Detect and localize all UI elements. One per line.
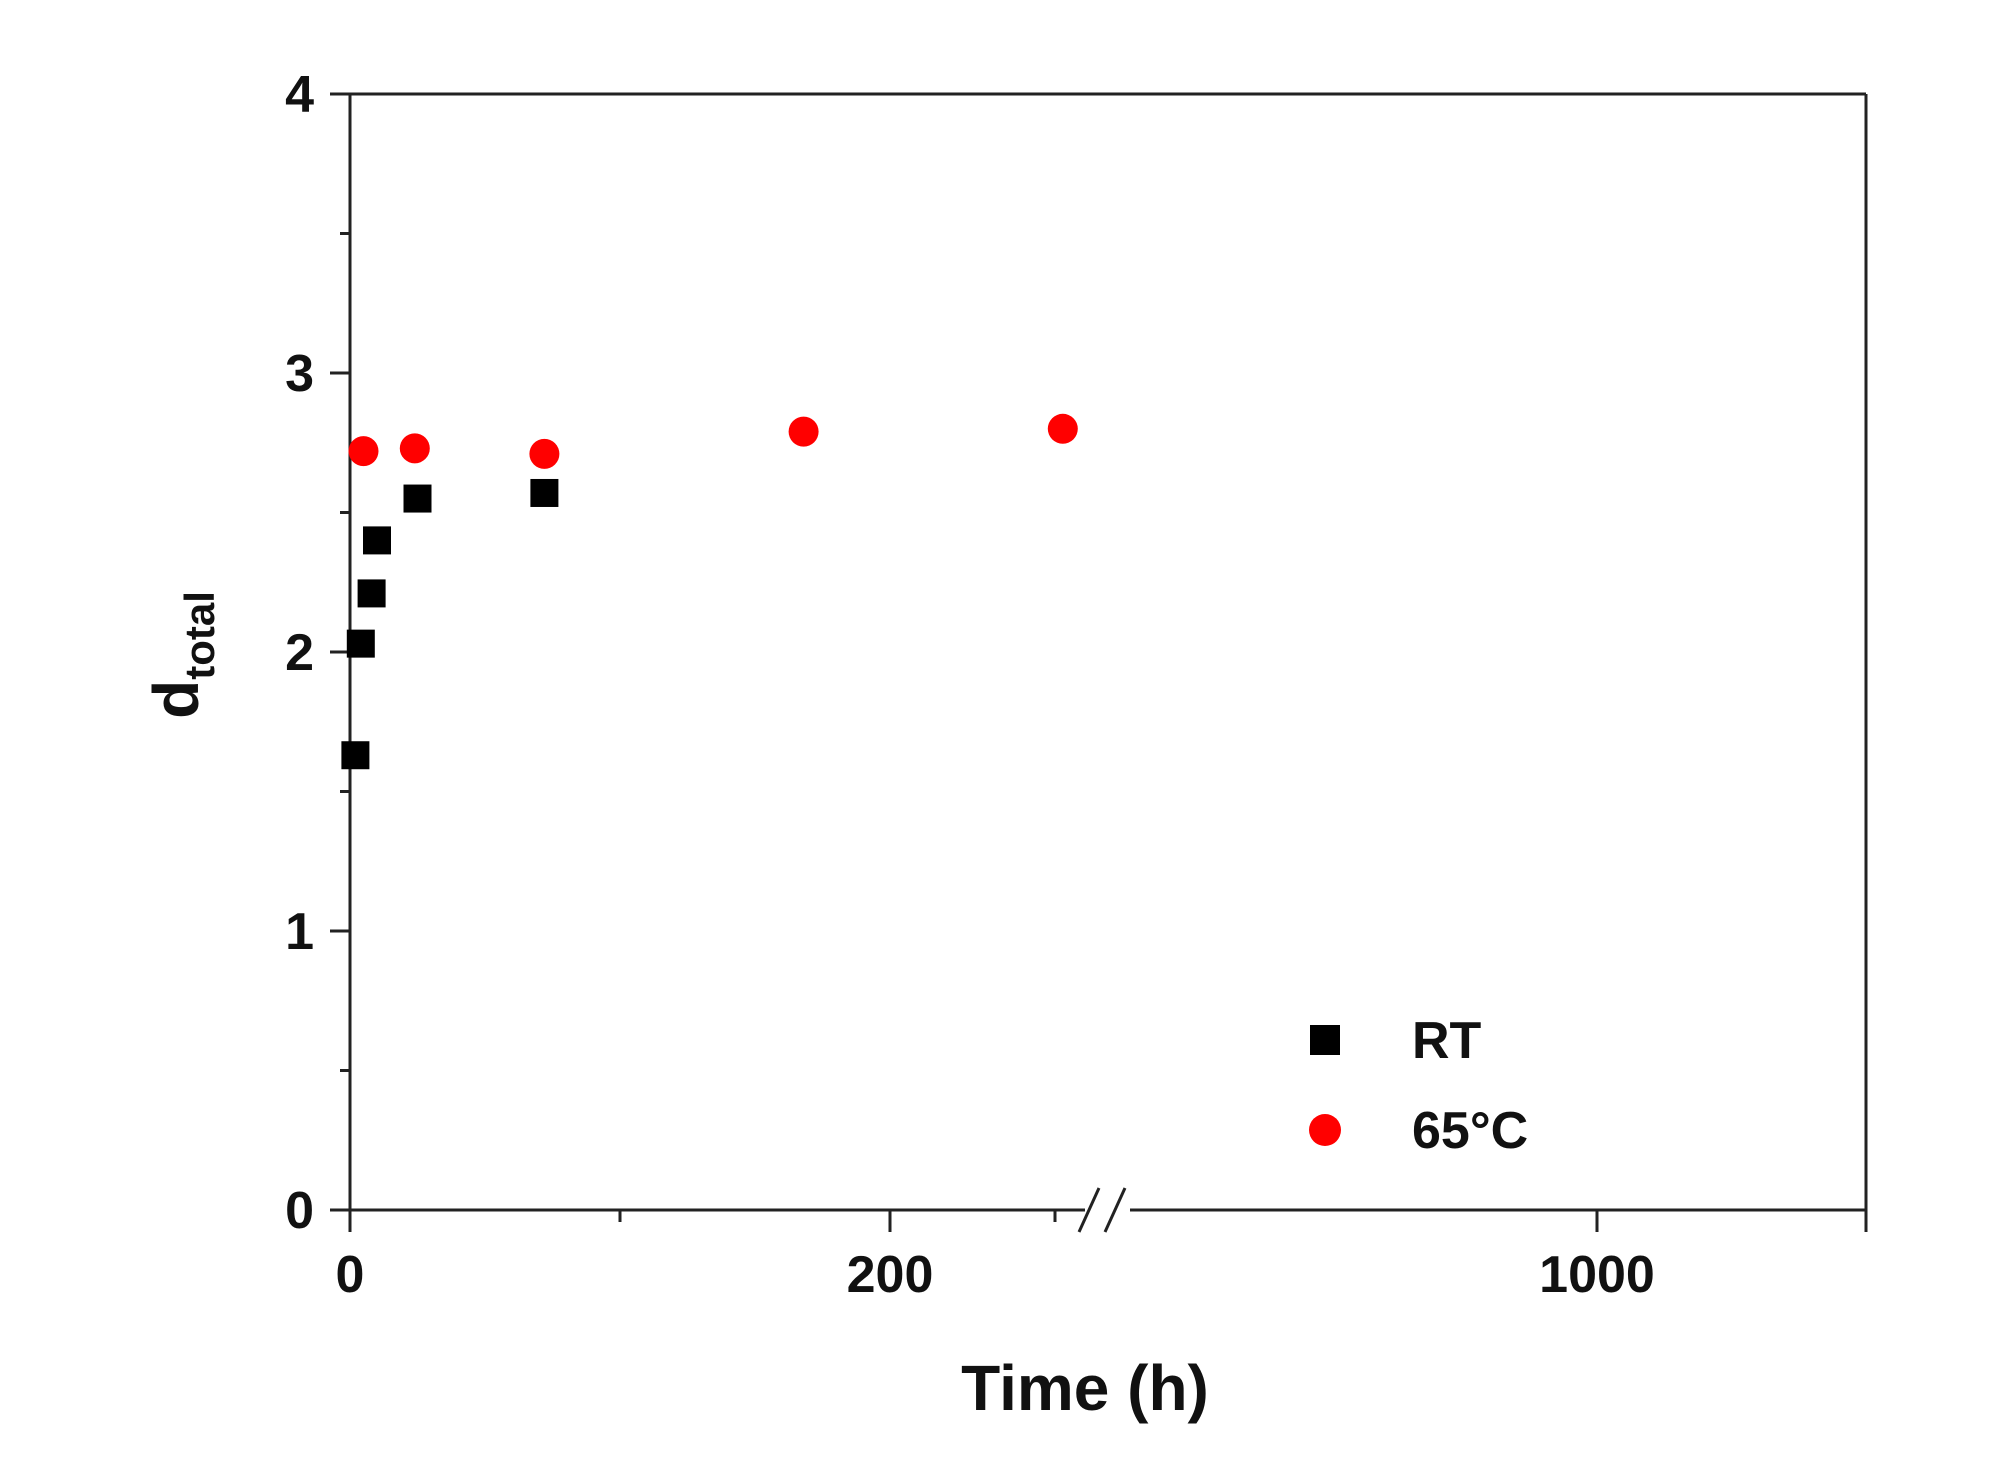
data-point-circle <box>788 416 819 447</box>
data-point-circle <box>1047 413 1078 444</box>
data-point-square <box>346 629 375 658</box>
y-axis-title-main: d <box>140 680 212 719</box>
data-point-square <box>357 579 386 608</box>
series-1 <box>348 413 1078 469</box>
legend-marker-65c <box>1309 1114 1341 1146</box>
y-tick-label: 1 <box>285 903 314 961</box>
x-axis-title: Time (h) <box>961 1352 1209 1424</box>
x-axis: 0 200 1000 <box>336 1210 1868 1304</box>
data-point-square <box>530 478 559 507</box>
x-tick-label: 0 <box>336 1246 365 1304</box>
y-axis-title: dtotal <box>140 591 223 719</box>
data-point-square <box>403 484 432 513</box>
plot-frame <box>348 92 1868 1233</box>
y-tick-label: 4 <box>285 66 314 124</box>
y-tick-label: 2 <box>285 624 314 682</box>
data-point-square <box>363 526 391 555</box>
data-marks <box>341 413 1078 770</box>
axis-break-mark-right <box>1103 1187 1127 1233</box>
data-point-square <box>341 741 370 770</box>
legend-label-rt: RT <box>1412 1012 1482 1070</box>
y-tick-label: 3 <box>285 345 314 403</box>
legend-label-65c: 65°C <box>1412 1102 1528 1160</box>
axis-break-mark-left <box>1077 1187 1101 1233</box>
x-tick-label: 1000 <box>1539 1246 1655 1304</box>
x-tick-label: 200 <box>847 1246 934 1304</box>
y-axis-title-subscript: total <box>176 591 223 680</box>
y-tick-label: 0 <box>285 1182 314 1240</box>
data-point-circle <box>399 433 430 464</box>
data-point-circle <box>348 436 379 467</box>
legend: RT 65°C <box>1309 1012 1528 1160</box>
data-point-circle <box>529 438 560 469</box>
legend-marker-rt <box>1310 1025 1340 1055</box>
series-0 <box>341 478 559 770</box>
y-axis: 0 1 2 3 4 <box>285 66 350 1240</box>
